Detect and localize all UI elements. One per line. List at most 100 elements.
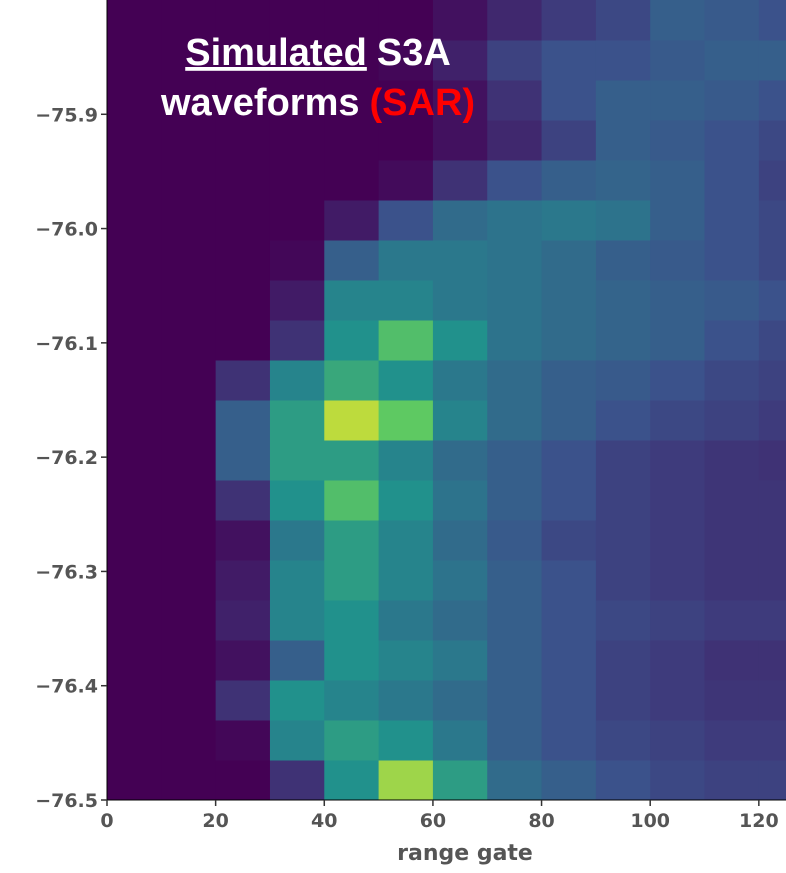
heatmap-cell (650, 720, 706, 761)
heatmap-cell (432, 120, 488, 161)
heatmap-cell (758, 280, 786, 321)
heatmap-cell (161, 0, 217, 41)
heatmap-cell (758, 240, 786, 281)
heatmap-cell (595, 120, 651, 161)
heatmap-cell (378, 240, 434, 281)
heatmap-cell (650, 560, 706, 601)
heatmap-cell (324, 0, 380, 41)
heatmap-cell (595, 440, 651, 481)
heatmap-cell (758, 560, 786, 601)
heatmap-cell (324, 280, 380, 321)
heatmap-cell (595, 200, 651, 241)
heatmap-cell (758, 520, 786, 561)
heatmap-cell (432, 320, 488, 361)
heatmap-cell (704, 360, 760, 401)
heatmap-cell (378, 280, 434, 321)
heatmap-cell (704, 560, 760, 601)
heatmap-cell (324, 440, 380, 481)
heatmap-cell (269, 520, 325, 561)
heatmap-cell (161, 600, 217, 641)
heatmap-cell (758, 400, 786, 441)
heatmap-cell (487, 160, 543, 201)
heatmap-cell (215, 40, 271, 81)
heatmap-cell (324, 720, 380, 761)
heatmap-cell (215, 480, 271, 521)
heatmap-cell (269, 440, 325, 481)
heatmap-cell (758, 760, 786, 800)
heatmap-cell (595, 0, 651, 41)
heatmap-cell (324, 760, 380, 800)
heatmap-cell (650, 0, 706, 41)
heatmap-cell (650, 680, 706, 721)
heatmap-cell (378, 440, 434, 481)
heatmap-cell (541, 520, 597, 561)
heatmap-cell (215, 360, 271, 401)
heatmap-cell (758, 680, 786, 721)
heatmap-cell (378, 560, 434, 601)
heatmap-cell (324, 200, 380, 241)
title-part: waveforms (160, 82, 360, 124)
heatmap-cell (324, 120, 380, 161)
heatmap-cell (215, 400, 271, 441)
heatmap-cell (378, 520, 434, 561)
heatmap-cell (269, 280, 325, 321)
heatmap-cell (107, 760, 162, 800)
heatmap-cell (161, 640, 217, 681)
heatmap-cell (487, 0, 543, 41)
heatmap-cell (541, 200, 597, 241)
heatmap-cell (324, 480, 380, 521)
heatmap-cell (378, 760, 434, 800)
heatmap-cell (595, 640, 651, 681)
heatmap-cell (704, 0, 760, 41)
heatmap-cell (487, 400, 543, 441)
heatmap-cell (215, 600, 271, 641)
heatmap-cell (432, 560, 488, 601)
heatmap-cell (704, 720, 760, 761)
y-tick-label: −76.2 (35, 447, 98, 469)
heatmap-cell (215, 680, 271, 721)
heatmap-cell (378, 80, 434, 121)
heatmap-cell (704, 760, 760, 800)
heatmap-cell (269, 560, 325, 601)
heatmap-cell (269, 480, 325, 521)
heatmap-cell (704, 520, 760, 561)
heatmap-cell (758, 440, 786, 481)
y-tick-label: −76.3 (35, 561, 98, 583)
heatmap-cell (541, 80, 597, 121)
heatmap-cell (432, 280, 488, 321)
heatmap-cell (758, 0, 786, 41)
heatmap-cell (595, 40, 651, 81)
heatmap-cell (107, 560, 162, 601)
heatmap-cell (161, 40, 217, 81)
heatmap-cell (541, 360, 597, 401)
heatmap-cell (487, 360, 543, 401)
heatmap-cell (107, 720, 162, 761)
heatmap-cell (107, 160, 162, 201)
heatmap-cell (161, 520, 217, 561)
heatmap-cell (215, 280, 271, 321)
heatmap-cell (650, 320, 706, 361)
heatmap-cell (269, 640, 325, 681)
heatmap-cell (324, 40, 380, 81)
heatmap-cell (215, 640, 271, 681)
heatmap-cell (758, 640, 786, 681)
heatmap-cell (107, 240, 162, 281)
heatmap-cell (161, 360, 217, 401)
y-tick-label: −76.4 (35, 676, 98, 698)
heatmap-cell (487, 200, 543, 241)
heatmap-cell (215, 240, 271, 281)
heatmap-cell (595, 400, 651, 441)
heatmap-cell (541, 480, 597, 521)
heatmap-cell (324, 160, 380, 201)
heatmap-cell (161, 240, 217, 281)
heatmap-cell (378, 200, 434, 241)
heatmap-cell (161, 320, 217, 361)
heatmap-cell (704, 600, 760, 641)
x-tick-label: 0 (100, 810, 113, 832)
heatmap-cell (650, 400, 706, 441)
heatmap-cell (324, 400, 380, 441)
heatmap-cell (161, 720, 217, 761)
heatmap-cell (541, 400, 597, 441)
heatmap-cell (215, 120, 271, 161)
